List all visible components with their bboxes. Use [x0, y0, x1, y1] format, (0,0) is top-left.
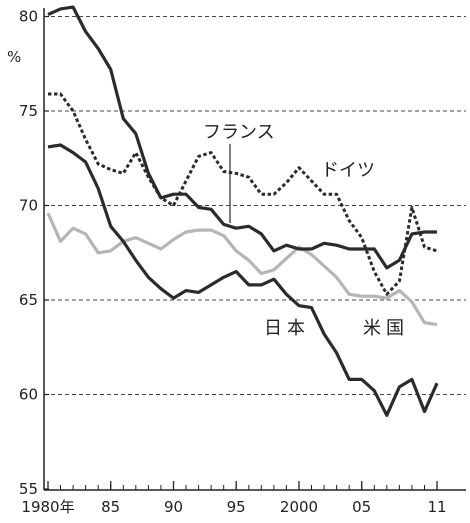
x-tick-label-1990: 90 — [164, 498, 183, 516]
y-tick-label-70: 70 — [19, 197, 38, 215]
label-us: 米国 — [363, 318, 409, 339]
x-tick-label-2005: 05 — [352, 498, 371, 516]
x-tick-label-2011: 11 — [427, 498, 446, 516]
x-tick-label-2000: 2000 — [280, 498, 318, 516]
series-lines — [46, 5, 439, 417]
series-line-1 — [48, 92, 438, 296]
y-tick-label-55: 55 — [19, 480, 38, 498]
series-line-2 — [47, 143, 439, 417]
series-line-0 — [47, 5, 437, 270]
y-tick-label-65: 65 — [19, 291, 38, 309]
x-tick-label-1980: 1980年 — [21, 498, 74, 516]
y-tick-label-80: 80 — [19, 8, 38, 26]
label-japan: 日本 — [264, 318, 310, 339]
tick-labels: 55 60 65 70 75 80 1980年 85 90 95 2000 05 11 — [19, 8, 447, 517]
y-unit-label: % — [7, 48, 21, 66]
y-tick-label-60: 60 — [19, 386, 38, 404]
label-germany: ドイツ — [321, 160, 375, 181]
x-tick-label-1995: 95 — [227, 498, 246, 516]
label-france: フランス — [203, 122, 275, 143]
x-tick-label-1985: 85 — [101, 498, 120, 516]
axes — [43, 8, 466, 491]
y-tick-label-75: 75 — [19, 102, 38, 120]
series-line-3 — [46, 212, 438, 327]
